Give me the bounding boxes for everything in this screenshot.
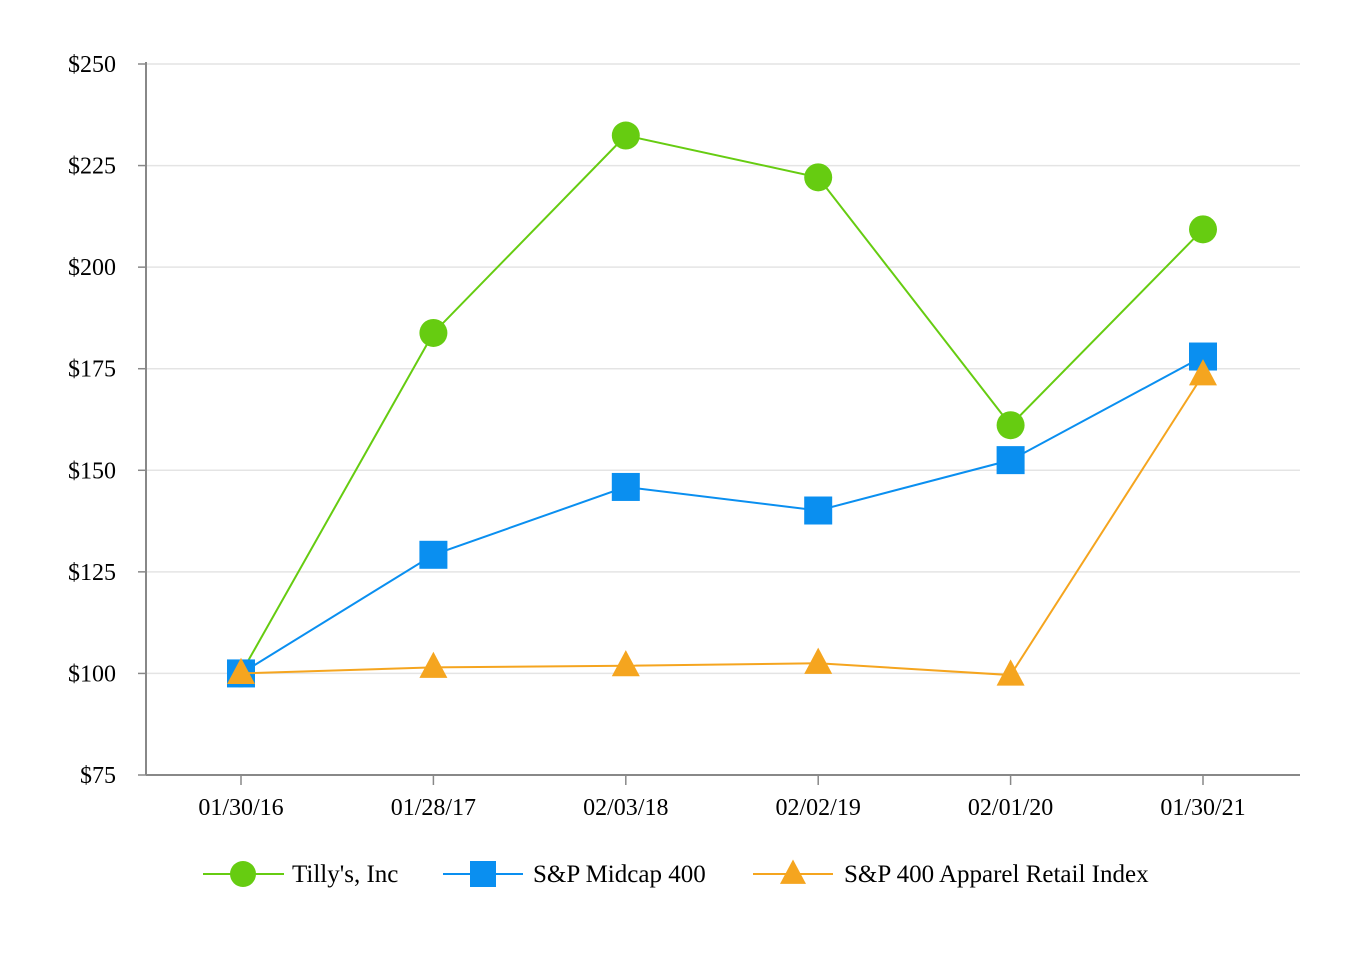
- axes: [145, 62, 1300, 776]
- x-tick-label: 01/28/17: [391, 795, 476, 821]
- data-point: [419, 540, 448, 569]
- data-point: [804, 496, 833, 525]
- y-tick-label: $150: [68, 458, 116, 484]
- series-0: [227, 121, 1217, 688]
- legend-item: S&P 400 Apparel Retail Index: [753, 859, 1149, 888]
- series-line: [240, 374, 1204, 677]
- data-point: [996, 659, 1025, 686]
- legend-item: Tilly's, Inc: [203, 861, 398, 888]
- data-point: [611, 472, 640, 501]
- legend-label: S&P Midcap 400: [533, 861, 706, 888]
- data-point: [996, 411, 1025, 440]
- x-tick-label: 01/30/21: [1160, 795, 1245, 821]
- y-tick-label: $250: [68, 52, 116, 78]
- legend: Tilly's, Inc S&P Midcap 400 S&P 400 Appare…: [203, 859, 1149, 888]
- x-axis-ticks: 01/30/16 01/28/17 02/03/18 02/02/19 02/01/20…: [198, 775, 1246, 821]
- data-point: [804, 647, 833, 674]
- x-tick-label: 02/01/20: [968, 795, 1053, 821]
- legend-item: S&P Midcap 400: [443, 861, 706, 888]
- data-point: [419, 651, 448, 678]
- series-group: [227, 121, 1217, 688]
- y-tick-label: $100: [68, 661, 116, 687]
- y-tick-label: $225: [68, 154, 116, 180]
- x-tick-label: 01/30/16: [198, 795, 283, 821]
- x-tick-label: 02/02/19: [776, 795, 861, 821]
- y-tick-label: $75: [80, 763, 116, 789]
- data-point: [611, 650, 640, 677]
- gridlines: [146, 63, 1300, 675]
- y-tick-label: $175: [68, 357, 116, 383]
- data-point: [227, 657, 255, 685]
- series-line: [240, 134, 1204, 674]
- data-point: [1189, 215, 1217, 244]
- legend-marker: [780, 859, 806, 884]
- data-point: [419, 318, 448, 347]
- series-1: [227, 342, 1217, 688]
- y-tick-label: $200: [68, 255, 116, 281]
- legend-marker: [470, 861, 496, 887]
- data-point: [996, 446, 1025, 475]
- data-point: [1189, 359, 1217, 386]
- series-2: [227, 359, 1217, 686]
- legend-label: Tilly's, Inc: [292, 861, 398, 888]
- data-point: [611, 121, 640, 150]
- legend-marker: [230, 861, 256, 887]
- series-line: [240, 355, 1204, 675]
- legend-label: S&P 400 Apparel Retail Index: [844, 861, 1149, 888]
- data-point: [804, 163, 833, 192]
- y-tick-label: $125: [68, 560, 116, 586]
- y-axis-ticks: $75 $100 $125 $150 $175 $200 $225 $250: [68, 52, 146, 789]
- x-tick-label: 02/03/18: [583, 795, 668, 821]
